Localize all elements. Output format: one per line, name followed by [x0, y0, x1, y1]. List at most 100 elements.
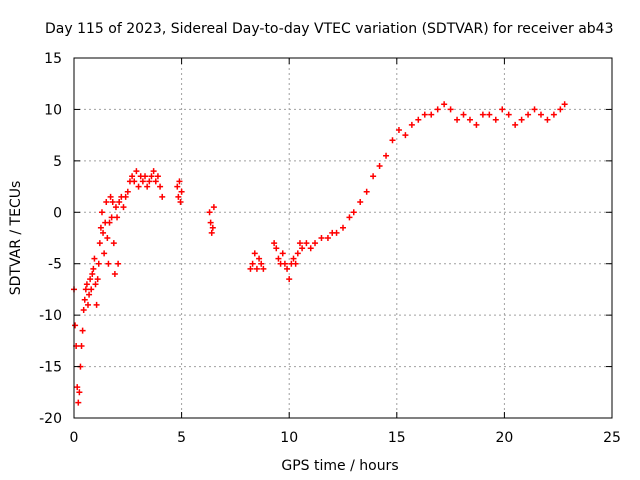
data-point — [96, 240, 103, 247]
data-point — [79, 327, 86, 334]
data-point — [389, 137, 396, 144]
data-point — [144, 183, 151, 190]
data-point — [312, 240, 319, 247]
y-tick-label: 5 — [53, 154, 62, 170]
data-point — [207, 219, 214, 226]
axis-ticks: 0 5 10 15 20 25 -20 -15 -10 -5 0 5 10 15 — [39, 51, 621, 446]
data-point — [114, 214, 121, 221]
y-tick-label: 0 — [53, 205, 62, 221]
data-point — [370, 173, 377, 180]
data-point — [271, 240, 278, 247]
data-point — [104, 235, 111, 241]
data-point — [100, 229, 107, 236]
data-point — [75, 399, 82, 406]
data-point — [152, 178, 159, 185]
data-point — [340, 224, 346, 231]
data-point — [108, 214, 115, 221]
y-tick-label: -20 — [39, 411, 62, 427]
data-point — [139, 178, 146, 185]
data-point — [142, 173, 149, 180]
data-point — [133, 168, 140, 175]
data-point — [383, 152, 390, 159]
x-tick-label: 15 — [388, 430, 406, 446]
data-point — [486, 111, 493, 118]
y-axis-label: SDTVAR / TECUs — [8, 181, 24, 296]
data-point — [557, 106, 564, 113]
data-point — [97, 224, 104, 231]
data-point — [103, 199, 110, 205]
data-point — [148, 173, 155, 180]
data-point — [479, 111, 486, 118]
data-point — [434, 106, 441, 113]
data-point — [292, 260, 299, 267]
data-point — [86, 291, 93, 298]
data-point — [525, 111, 532, 118]
data-point — [146, 178, 153, 185]
data-point — [284, 265, 291, 272]
data-point — [258, 260, 265, 267]
data-point — [154, 173, 161, 180]
data-point — [110, 240, 117, 247]
data-point — [106, 219, 113, 226]
data-point — [150, 168, 157, 175]
data-point — [83, 281, 90, 288]
data-point — [296, 240, 303, 247]
data-point — [454, 116, 461, 123]
data-point — [505, 111, 512, 118]
data-point — [286, 276, 293, 283]
x-axis-label: GPS time / hours — [281, 458, 398, 474]
data-series — [71, 101, 568, 406]
plot-frame — [73, 57, 613, 419]
data-point — [281, 260, 288, 267]
data-point — [294, 250, 301, 257]
data-point — [109, 199, 116, 205]
y-tick-label: -15 — [39, 360, 62, 376]
x-tick-label: 25 — [603, 430, 621, 446]
data-point — [120, 204, 127, 211]
data-point — [124, 188, 131, 195]
data-point — [94, 276, 101, 283]
data-point — [95, 260, 102, 267]
y-tick-label: 10 — [44, 102, 62, 118]
data-point — [249, 260, 256, 267]
data-point — [107, 193, 114, 200]
data-point — [175, 193, 182, 200]
data-point — [473, 121, 480, 128]
data-point — [178, 188, 185, 195]
data-point — [206, 209, 213, 216]
data-point — [177, 199, 184, 205]
data-point — [350, 209, 357, 216]
data-point — [421, 111, 428, 118]
data-point — [260, 265, 267, 272]
data-point — [88, 286, 95, 293]
data-point — [518, 116, 525, 123]
data-point — [111, 271, 118, 277]
y-tick-label: -10 — [39, 308, 62, 324]
data-point — [84, 301, 91, 308]
data-point — [395, 127, 402, 133]
data-point — [537, 111, 544, 118]
data-point — [428, 111, 435, 118]
data-point — [512, 121, 519, 128]
data-point — [303, 240, 310, 247]
data-point — [402, 132, 409, 139]
data-point — [275, 255, 282, 262]
data-point — [324, 235, 331, 241]
data-point — [561, 101, 568, 108]
data-point — [122, 193, 129, 200]
data-point — [531, 106, 538, 113]
data-point — [273, 245, 280, 252]
x-tick-label: 0 — [70, 430, 79, 446]
data-point — [112, 204, 119, 211]
data-point — [251, 250, 258, 257]
data-point — [174, 183, 181, 190]
data-point — [256, 255, 263, 262]
data-point — [290, 255, 297, 262]
data-point — [90, 265, 97, 272]
data-point — [415, 116, 422, 123]
data-point — [333, 229, 340, 236]
y-tick-label: -5 — [48, 257, 62, 273]
chart-title: Day 115 of 2023, Sidereal Day-to-day VTE… — [45, 21, 614, 37]
data-point — [87, 276, 94, 283]
